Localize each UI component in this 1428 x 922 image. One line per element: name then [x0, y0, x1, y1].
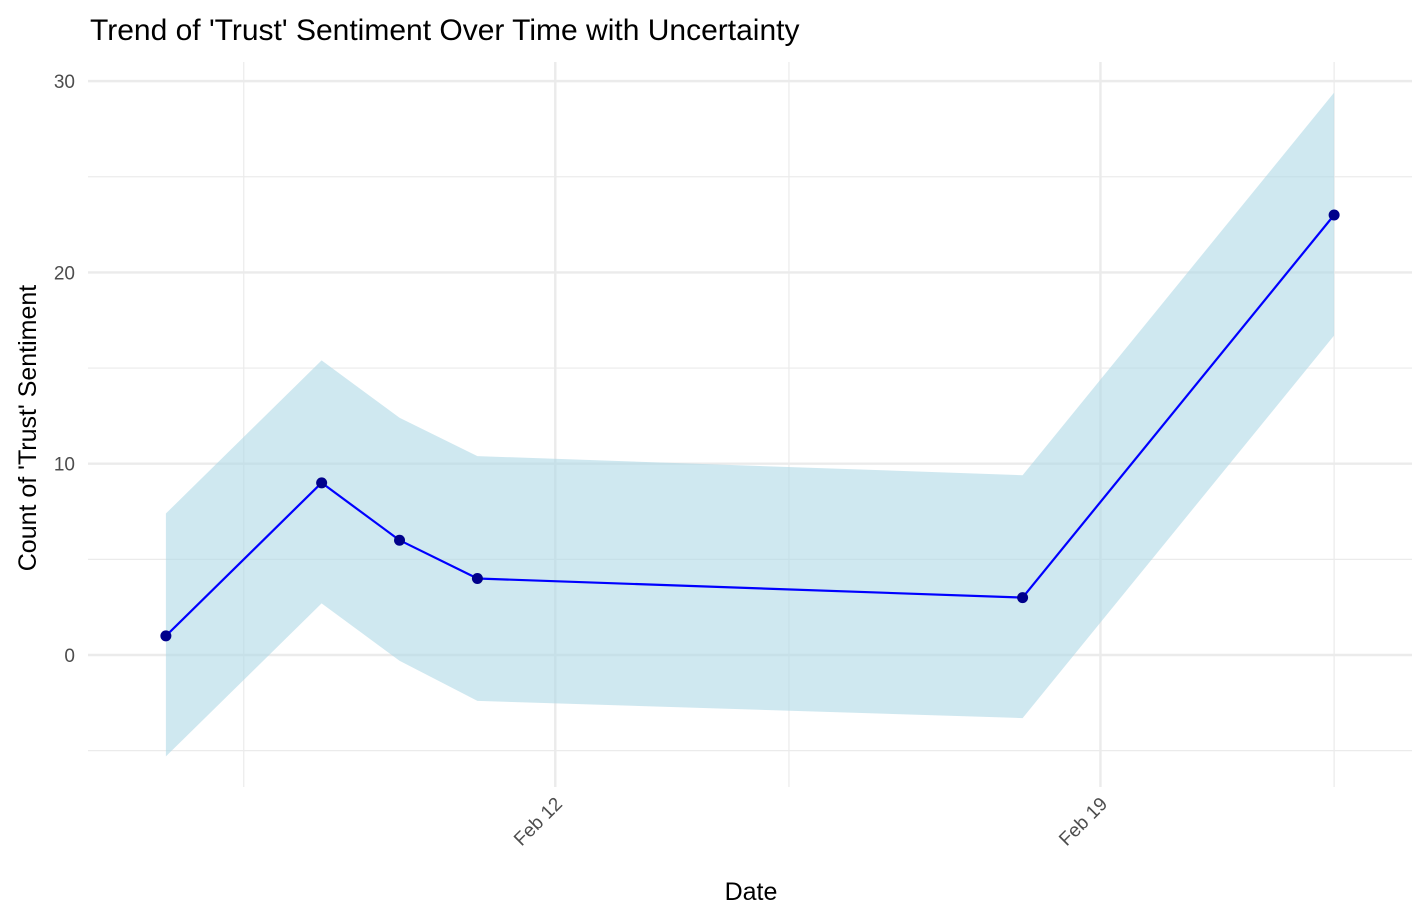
data-point: [1328, 209, 1340, 221]
data-point: [394, 534, 406, 546]
x-axis-ticks: Feb 12 Feb 19: [510, 794, 1112, 851]
trend-line: [165, 214, 1335, 637]
chart-title: Trend of 'Trust' Sentiment Over Time wit…: [90, 14, 799, 47]
data-point: [471, 572, 483, 584]
x-axis-title: Date: [725, 878, 778, 906]
uncertainty-ribbon-layer: [165, 92, 1335, 757]
trend-line-layer: [165, 214, 1335, 637]
uncertainty-ribbon: [165, 92, 1335, 757]
y-axis-ticks: 0 10 20 30: [54, 72, 75, 667]
y-tick-label: 0: [64, 646, 75, 667]
data-point: [1017, 592, 1029, 604]
x-tick-label: Feb 19: [1055, 794, 1112, 851]
y-tick-label: 20: [54, 263, 75, 284]
data-point: [160, 630, 172, 642]
data-points-layer: [160, 209, 1340, 642]
x-tick-label: Feb 12: [510, 794, 567, 851]
y-tick-label: 30: [54, 72, 75, 93]
y-axis-title: Count of 'Trust' Sentiment: [14, 285, 42, 572]
y-tick-label: 10: [54, 455, 75, 476]
data-point: [316, 477, 328, 489]
